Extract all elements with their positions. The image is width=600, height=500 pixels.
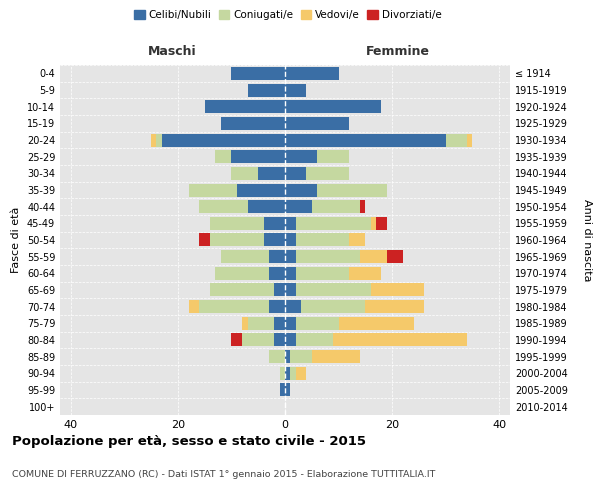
Bar xyxy=(263,217,285,230)
Bar xyxy=(274,334,285,346)
Bar xyxy=(280,384,285,396)
Bar xyxy=(285,284,296,296)
Bar xyxy=(242,334,274,346)
Bar xyxy=(210,234,263,246)
Bar xyxy=(285,317,296,330)
Bar xyxy=(338,317,413,330)
Bar xyxy=(296,234,349,246)
Bar xyxy=(285,100,382,113)
Bar xyxy=(349,267,382,280)
Bar xyxy=(285,184,317,196)
Bar xyxy=(248,84,285,96)
Bar xyxy=(269,250,285,263)
Bar xyxy=(215,150,232,163)
Bar xyxy=(242,317,248,330)
Text: Maschi: Maschi xyxy=(148,46,197,59)
Bar xyxy=(269,350,285,363)
Bar xyxy=(285,250,296,263)
Bar xyxy=(285,367,290,380)
Bar xyxy=(274,317,285,330)
Bar xyxy=(296,334,333,346)
Bar xyxy=(285,384,290,396)
Bar xyxy=(312,350,360,363)
Bar xyxy=(317,150,349,163)
Bar xyxy=(296,284,371,296)
Bar xyxy=(349,234,365,246)
Bar xyxy=(274,284,285,296)
Bar xyxy=(365,300,424,313)
Bar xyxy=(285,117,349,130)
Bar xyxy=(188,300,199,313)
Bar xyxy=(312,200,360,213)
Bar xyxy=(199,200,248,213)
Bar xyxy=(446,134,467,146)
Bar xyxy=(285,300,301,313)
Bar xyxy=(285,150,317,163)
Legend: Celibi/Nubili, Coniugati/e, Vedovi/e, Divorziati/e: Celibi/Nubili, Coniugati/e, Vedovi/e, Di… xyxy=(132,8,444,22)
Bar xyxy=(360,200,365,213)
Bar xyxy=(269,267,285,280)
Bar xyxy=(285,267,296,280)
Bar xyxy=(221,117,285,130)
Bar xyxy=(387,250,403,263)
Bar xyxy=(232,67,285,80)
Text: COMUNE DI FERRUZZANO (RC) - Dati ISTAT 1° gennaio 2015 - Elaborazione TUTTITALIA: COMUNE DI FERRUZZANO (RC) - Dati ISTAT 1… xyxy=(12,470,436,479)
Bar xyxy=(467,134,473,146)
Bar xyxy=(199,300,269,313)
Bar xyxy=(221,250,269,263)
Bar xyxy=(296,367,307,380)
Bar xyxy=(285,84,307,96)
Bar xyxy=(232,167,258,180)
Bar xyxy=(301,300,365,313)
Bar xyxy=(285,217,296,230)
Bar xyxy=(371,217,376,230)
Bar xyxy=(290,367,296,380)
Bar xyxy=(205,100,285,113)
Y-axis label: Fasce di età: Fasce di età xyxy=(11,207,21,273)
Bar xyxy=(376,217,387,230)
Bar xyxy=(210,284,274,296)
Bar xyxy=(317,184,387,196)
Bar xyxy=(285,234,296,246)
Bar xyxy=(307,167,349,180)
Bar xyxy=(157,134,162,146)
Bar xyxy=(162,134,285,146)
Bar xyxy=(296,267,349,280)
Bar xyxy=(237,184,285,196)
Bar xyxy=(296,317,338,330)
Bar xyxy=(215,267,269,280)
Text: Popolazione per età, sesso e stato civile - 2015: Popolazione per età, sesso e stato civil… xyxy=(12,435,366,448)
Bar xyxy=(280,367,285,380)
Bar xyxy=(188,184,237,196)
Y-axis label: Anni di nascita: Anni di nascita xyxy=(581,198,592,281)
Bar xyxy=(269,300,285,313)
Text: Femmine: Femmine xyxy=(365,46,430,59)
Bar xyxy=(248,200,285,213)
Bar xyxy=(285,334,296,346)
Bar xyxy=(151,134,157,146)
Bar xyxy=(248,317,274,330)
Bar xyxy=(360,250,387,263)
Bar xyxy=(285,67,338,80)
Bar xyxy=(232,334,242,346)
Bar xyxy=(232,150,285,163)
Bar xyxy=(371,284,424,296)
Bar xyxy=(210,217,263,230)
Bar xyxy=(199,234,210,246)
Bar xyxy=(296,217,371,230)
Bar xyxy=(258,167,285,180)
Bar xyxy=(285,200,312,213)
Bar xyxy=(285,167,307,180)
Bar xyxy=(296,250,360,263)
Bar xyxy=(285,350,290,363)
Bar xyxy=(290,350,312,363)
Bar xyxy=(263,234,285,246)
Bar xyxy=(333,334,467,346)
Bar xyxy=(285,134,446,146)
